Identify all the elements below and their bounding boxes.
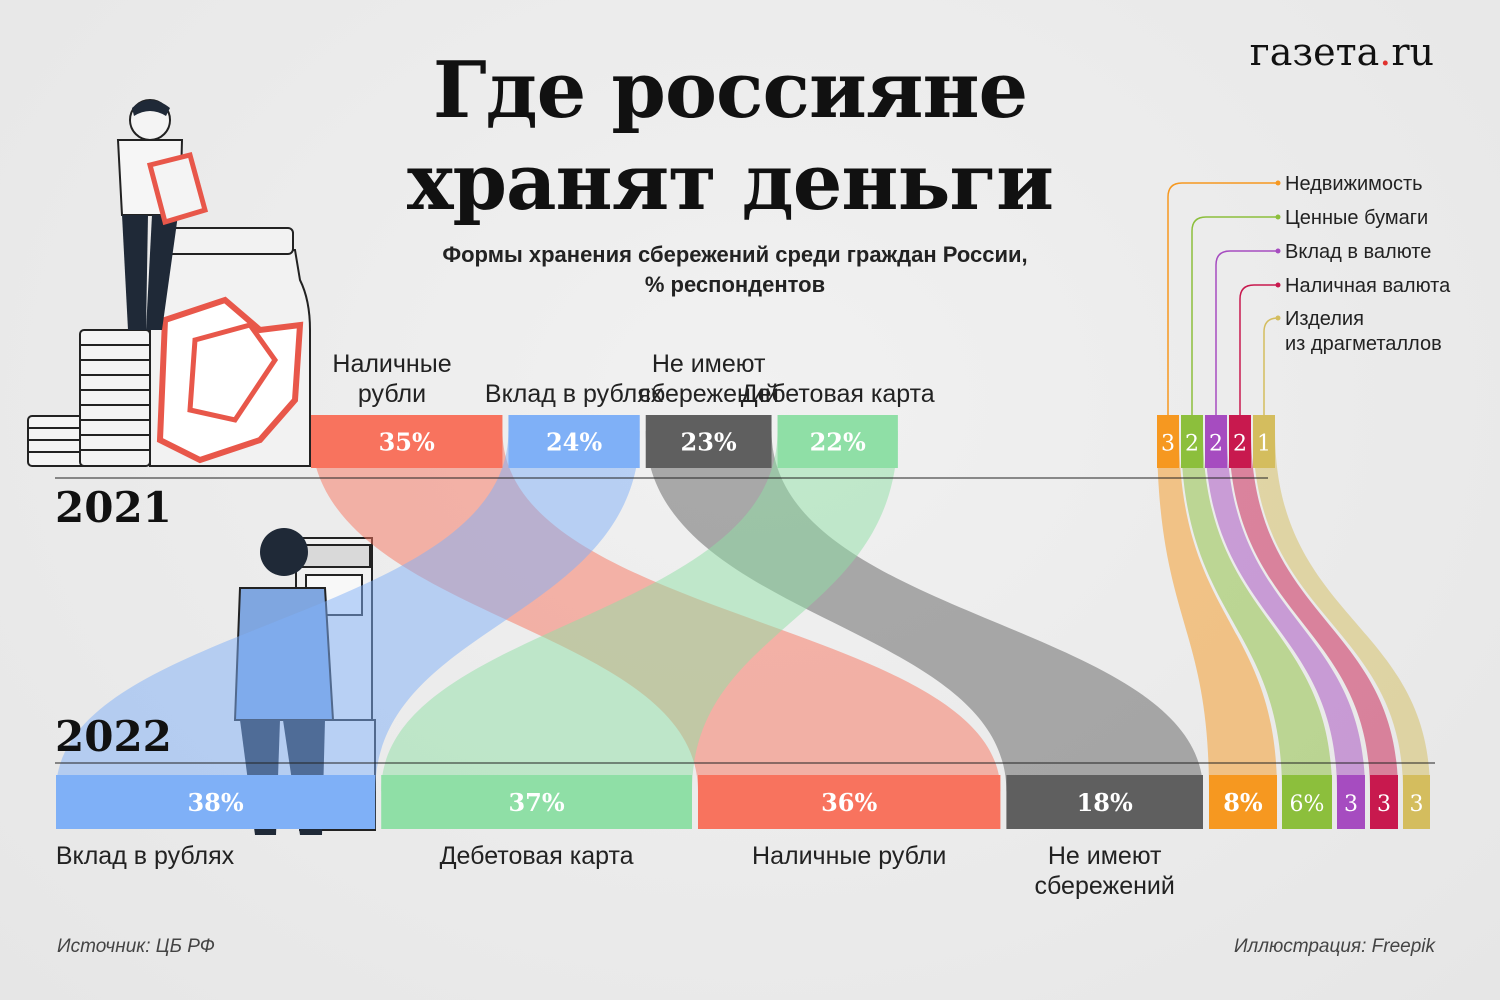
legend-dot-dep_fx (1275, 248, 1281, 254)
bar-2022-cash (698, 775, 1001, 829)
legend-label-realty-1: Недвижимость (1285, 173, 1423, 195)
bar-2022-dep_fx (1337, 775, 1365, 829)
label-2021-cash-line-2: рубли (358, 380, 426, 408)
label-2022-dep_rub-line-1: Вклад в рублях (56, 842, 235, 870)
bar-2022-cash_fx (1370, 775, 1398, 829)
legend-dot-realty (1275, 180, 1281, 186)
subtitle-line-1: Формы хранения сбережений среди граждан … (442, 242, 1028, 267)
legend-label-secur-1: Ценные бумаги (1285, 207, 1428, 229)
label-2021-none-line-2: сбережений (638, 380, 778, 408)
illustrations (27, 99, 376, 835)
coin-stack-illustration (27, 329, 151, 467)
flow-ribbon-dep_rub (56, 430, 640, 792)
value-2021-dep_rub: 24% (546, 428, 602, 457)
legend-label-cash_fx-1: Наличная валюта (1285, 275, 1451, 297)
bar-2022-dep_rub (56, 775, 376, 829)
chart-title: Где россияне хранят деньги (330, 45, 1130, 229)
bar-2021-realty (1157, 415, 1179, 468)
value-2021-realty: 3 (1161, 432, 1175, 457)
label-2022-none-line-2: сбережений (1035, 872, 1175, 900)
year-label-2021: 2021 (55, 483, 172, 532)
legend: Недвижимость Ценные бумаги Вклад в валюте Н… (1167, 173, 1451, 415)
legend-dot-secur (1275, 214, 1281, 220)
label-2022-debit-line-1: Дебетовая карта (440, 842, 634, 870)
bars: 35% 24% 23% 22% 3 2 2 2 138% 37% 36% 18% 8% 6% 3 3 3 (55, 415, 1435, 829)
legend-leader-secur (1191, 216, 1278, 415)
illustration-credit: Иллюстрация: Freepik (1233, 936, 1435, 957)
value-2021-cash: 35% (379, 428, 435, 457)
value-2021-metal: 1 (1257, 432, 1271, 457)
value-2021-secur: 2 (1185, 432, 1199, 457)
logo: газета.ru (1249, 30, 1434, 74)
label-2021-dep_rub-line-1: Вклад в рублях (485, 380, 664, 408)
bar-2021-cash (311, 415, 503, 468)
year-label-2022: 2022 (55, 712, 172, 761)
bar-2021-secur (1181, 415, 1203, 468)
bar-2022-metal (1403, 775, 1430, 829)
subtitle-line-2: % респондентов (644, 272, 826, 297)
legend-label-metal-1: Изделия (1285, 308, 1364, 330)
bar-2022-debit (381, 775, 692, 829)
flow-ribbon-realty (1157, 430, 1277, 792)
label-2021-debit-line-1: Дебетовая карта (741, 380, 935, 408)
value-2022-dep_rub: 38% (187, 788, 243, 817)
label-2021-none-line-1: Не имеют (652, 350, 766, 378)
man-with-envelope-illustration (116, 99, 209, 330)
bar-2022-realty (1209, 775, 1277, 829)
legend-leader-dep_fx (1215, 250, 1278, 415)
legend-dot-cash_fx (1275, 282, 1281, 288)
bar-2021-cash_fx (1229, 415, 1251, 468)
value-2021-none: 23% (681, 428, 737, 457)
chart-subtitle: Формы хранения сбережений среди граждан … (360, 240, 1110, 300)
flow-ribbon-debit (381, 430, 898, 792)
money-jar-illustration (149, 227, 311, 467)
legend-label-dep_fx-1: Вклад в валюте (1285, 241, 1431, 263)
flow-ribbon-metal (1253, 430, 1430, 792)
legend-leader-metal (1263, 317, 1279, 415)
value-2022-cash: 36% (821, 788, 877, 817)
flow-ribbons (56, 430, 1430, 792)
bar-2021-none (645, 415, 772, 468)
value-2022-debit: 37% (508, 788, 564, 817)
legend-leader-cash_fx (1239, 284, 1278, 415)
value-2021-cash_fx: 2 (1233, 432, 1247, 457)
bar-2021-dep_fx (1205, 415, 1227, 468)
legend-leader-realty (1167, 182, 1278, 415)
label-2021-cash-line-1: Наличные (332, 350, 451, 378)
source-note: Источник: ЦБ РФ (57, 936, 215, 957)
value-2022-realty: 8% (1223, 788, 1263, 817)
bar-2021-debit (777, 415, 898, 468)
value-2022-dep_fx: 3 (1344, 792, 1358, 817)
flow-ribbon-cash_fx (1229, 430, 1398, 792)
flow-ribbon-secur (1181, 430, 1332, 792)
value-2022-secur: 6% (1290, 792, 1325, 817)
title-line-1: Где россияне (432, 45, 1028, 136)
legend-label-metal-2: из драгметаллов (1285, 333, 1442, 355)
label-2022-none-line-1: Не имеют (1048, 842, 1162, 870)
bar-2022-secur (1282, 775, 1332, 829)
bar-2022-none (1006, 775, 1203, 829)
value-2021-dep_fx: 2 (1209, 432, 1223, 457)
label-2022-cash-line-1: Наличные рубли (752, 842, 946, 870)
title-line-2: хранят деньги (406, 137, 1054, 228)
value-2022-metal: 3 (1410, 792, 1424, 817)
value-2021-debit: 22% (810, 428, 866, 457)
flow-ribbon-dep_fx (1205, 430, 1365, 792)
legend-dot-metal (1275, 315, 1281, 321)
bar-2021-metal (1253, 415, 1275, 468)
value-2022-none: 18% (1077, 788, 1133, 817)
bar-2021-dep_rub (508, 415, 640, 468)
value-2022-cash_fx: 3 (1377, 792, 1391, 817)
